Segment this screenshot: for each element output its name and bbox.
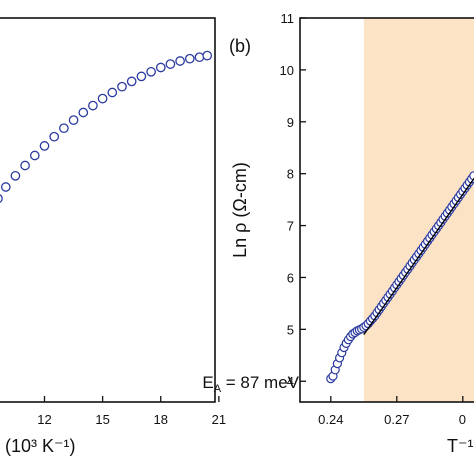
x-tick-label: 0.24 <box>318 412 343 427</box>
data-point <box>10 170 21 181</box>
data-point <box>78 107 89 118</box>
y-tick-label: 8 <box>287 167 294 182</box>
data-point <box>202 50 213 61</box>
data-point <box>165 59 176 69</box>
panel-b-y-ticks: 4 5 6 7 8 9 10 11 <box>280 11 306 389</box>
data-point <box>155 62 166 73</box>
data-point <box>29 150 40 161</box>
panel-a-x-axis-label: (10³ K⁻¹) <box>5 436 76 456</box>
panel-a-series <box>0 50 213 203</box>
panel-a: 12 15 18 21 EA = 87 meV (10³ K⁻¹) <box>0 17 300 456</box>
data-point <box>59 123 69 134</box>
panel-a-x-ticks: 12 15 18 21 <box>37 396 226 427</box>
x-tick-label: 18 <box>154 412 168 427</box>
panel-b: 0.24 0.27 0 4 5 6 7 8 9 10 11 (b) Ln ρ (Ω-cm) T⁻¹ <box>229 11 474 456</box>
data-point <box>184 53 195 64</box>
data-point <box>136 71 147 82</box>
y-tick-label: 5 <box>287 322 294 337</box>
y-tick-label: 9 <box>287 115 294 130</box>
data-point <box>0 182 11 192</box>
data-point <box>0 194 3 203</box>
y-tick-label: 10 <box>280 63 294 78</box>
panel-b-frame <box>299 17 474 403</box>
panel-b-fit-line <box>363 177 474 335</box>
x-tick-label: 0 <box>459 412 466 427</box>
data-point <box>49 131 60 142</box>
data-point <box>20 160 30 171</box>
x-tick-label: 0.27 <box>384 412 409 427</box>
y-tick-label: 7 <box>287 219 294 234</box>
panel-b-shaded-region <box>363 18 474 402</box>
data-point <box>39 141 50 151</box>
y-tick-label: 11 <box>281 11 295 26</box>
data-point <box>97 93 108 104</box>
data-point <box>117 81 127 92</box>
y-tick-label: 6 <box>287 270 294 285</box>
x-tick-label: 15 <box>95 412 109 427</box>
panel-b-x-axis-label: T⁻¹ <box>447 436 474 456</box>
panel-a-annotation: EA = 87 meV <box>202 373 299 395</box>
y-tick-label: 4 <box>287 374 294 389</box>
x-tick-label: 21 <box>212 412 226 427</box>
data-point <box>88 100 98 111</box>
panel-b-x-ticks: 0.24 0.27 0 <box>318 396 466 427</box>
data-point <box>68 115 79 125</box>
data-point <box>146 66 156 77</box>
data-point <box>194 52 205 63</box>
x-tick-label: 12 <box>37 412 51 427</box>
panel-b-y-axis-label: Ln ρ (Ω-cm) <box>230 162 250 258</box>
data-point <box>107 87 118 98</box>
data-point <box>175 56 185 66</box>
panel-b-label: (b) <box>229 36 251 56</box>
data-point <box>126 76 137 87</box>
panel-a-frame <box>0 17 216 403</box>
